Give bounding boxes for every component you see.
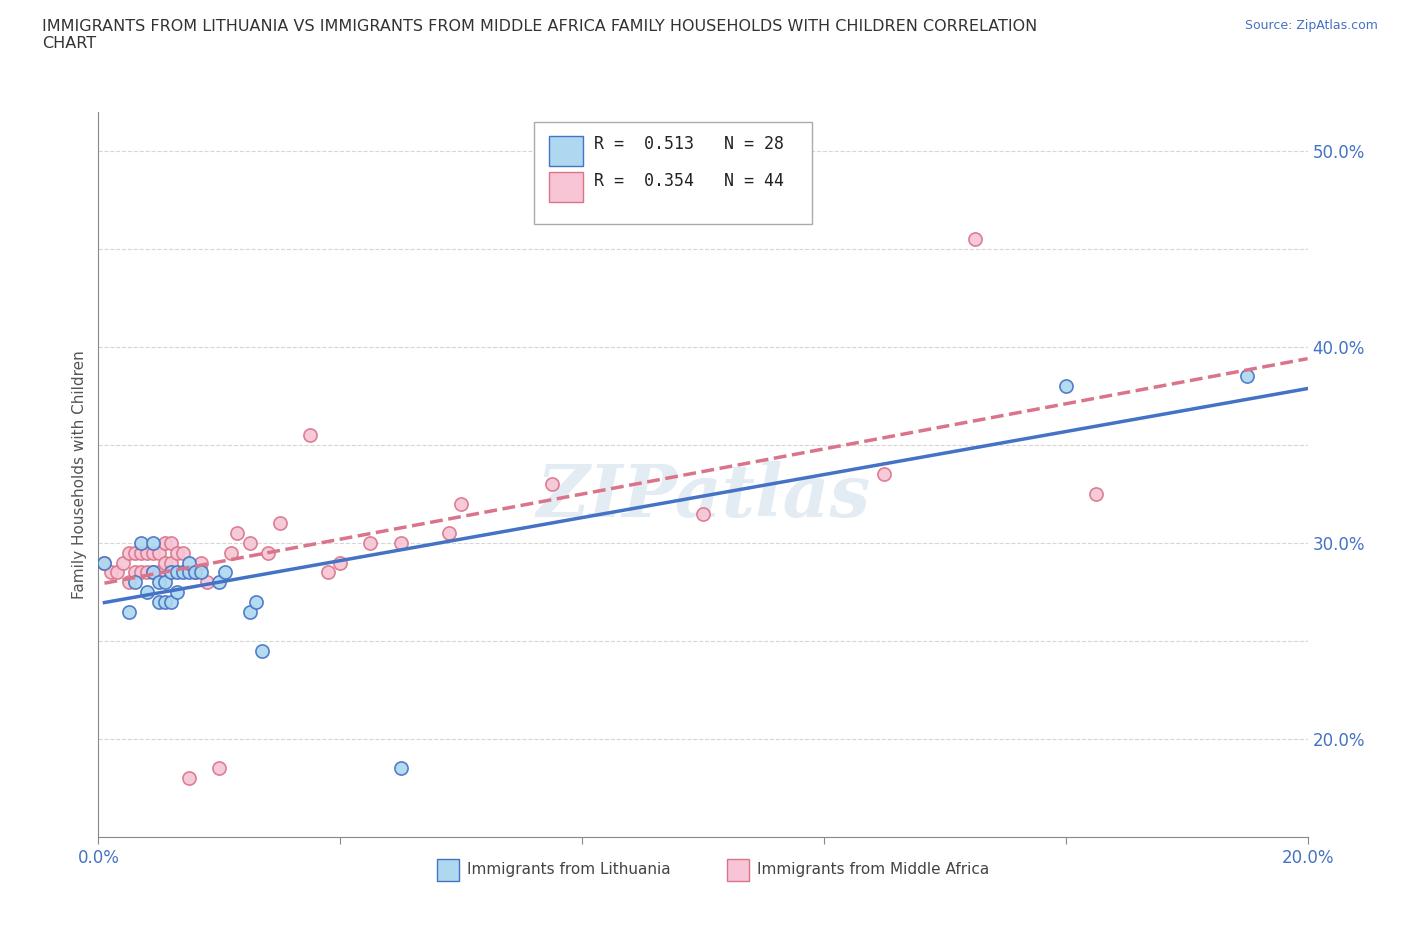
Point — [965, 232, 987, 246]
Point — [111, 555, 134, 570]
Point — [118, 545, 141, 560]
Point — [93, 555, 115, 570]
Point — [208, 761, 231, 776]
Point — [160, 594, 183, 609]
Point — [124, 575, 146, 590]
Point — [142, 565, 165, 579]
Point — [135, 565, 157, 579]
Point — [129, 565, 152, 579]
Point — [148, 545, 170, 560]
Point — [239, 604, 262, 619]
Point — [190, 555, 212, 570]
Point — [179, 565, 201, 579]
Point — [172, 565, 194, 579]
Point — [450, 497, 472, 512]
Point — [190, 565, 212, 579]
Bar — [727, 858, 749, 881]
Point — [166, 565, 188, 579]
Point — [100, 565, 122, 579]
Point — [105, 565, 128, 579]
Point — [184, 565, 207, 579]
Point — [142, 545, 165, 560]
Text: IMMIGRANTS FROM LITHUANIA VS IMMIGRANTS FROM MIDDLE AFRICA FAMILY HOUSEHOLDS WIT: IMMIGRANTS FROM LITHUANIA VS IMMIGRANTS … — [42, 19, 1038, 51]
Point — [195, 575, 218, 590]
Point — [360, 536, 382, 551]
Point — [153, 536, 176, 551]
Bar — [437, 858, 458, 881]
Point — [93, 555, 115, 570]
Point — [160, 555, 183, 570]
Point — [389, 761, 412, 776]
Point — [166, 584, 188, 599]
Point — [148, 565, 170, 579]
Point — [124, 545, 146, 560]
Point — [153, 594, 176, 609]
Point — [269, 516, 291, 531]
Point — [250, 644, 273, 658]
Point — [172, 545, 194, 560]
Point — [329, 555, 352, 570]
Point — [245, 594, 267, 609]
Text: Immigrants from Middle Africa: Immigrants from Middle Africa — [758, 862, 990, 877]
Point — [135, 545, 157, 560]
Point — [214, 565, 236, 579]
Point — [389, 536, 412, 551]
Point — [221, 545, 243, 560]
Point — [124, 565, 146, 579]
FancyBboxPatch shape — [534, 123, 811, 224]
Text: ZIPatlas: ZIPatlas — [536, 460, 870, 532]
Point — [299, 428, 322, 443]
Point — [1054, 379, 1077, 393]
Point — [135, 584, 157, 599]
Point — [148, 575, 170, 590]
Point — [179, 771, 201, 786]
Point — [118, 604, 141, 619]
Point — [208, 575, 231, 590]
Point — [129, 536, 152, 551]
Text: Source: ZipAtlas.com: Source: ZipAtlas.com — [1244, 19, 1378, 32]
Point — [184, 565, 207, 579]
Point — [179, 555, 201, 570]
Point — [1085, 486, 1108, 501]
Point — [226, 525, 249, 540]
Text: R =  0.513   N = 28: R = 0.513 N = 28 — [595, 135, 785, 153]
Point — [160, 565, 183, 579]
Point — [1236, 369, 1258, 384]
Point — [540, 477, 562, 492]
Y-axis label: Family Households with Children: Family Households with Children — [72, 350, 87, 599]
Point — [153, 555, 176, 570]
Text: R =  0.354   N = 44: R = 0.354 N = 44 — [595, 172, 785, 190]
Point — [160, 536, 183, 551]
Point — [437, 525, 460, 540]
Point — [239, 536, 262, 551]
Point — [256, 545, 278, 560]
Point — [142, 565, 165, 579]
Point — [129, 545, 152, 560]
Point — [873, 467, 896, 482]
Point — [148, 594, 170, 609]
Bar — [550, 136, 583, 166]
Bar — [550, 172, 583, 203]
Point — [118, 575, 141, 590]
Point — [153, 575, 176, 590]
Point — [142, 536, 165, 551]
Point — [692, 506, 714, 521]
Text: Immigrants from Lithuania: Immigrants from Lithuania — [467, 862, 671, 877]
Point — [166, 545, 188, 560]
Point — [316, 565, 339, 579]
